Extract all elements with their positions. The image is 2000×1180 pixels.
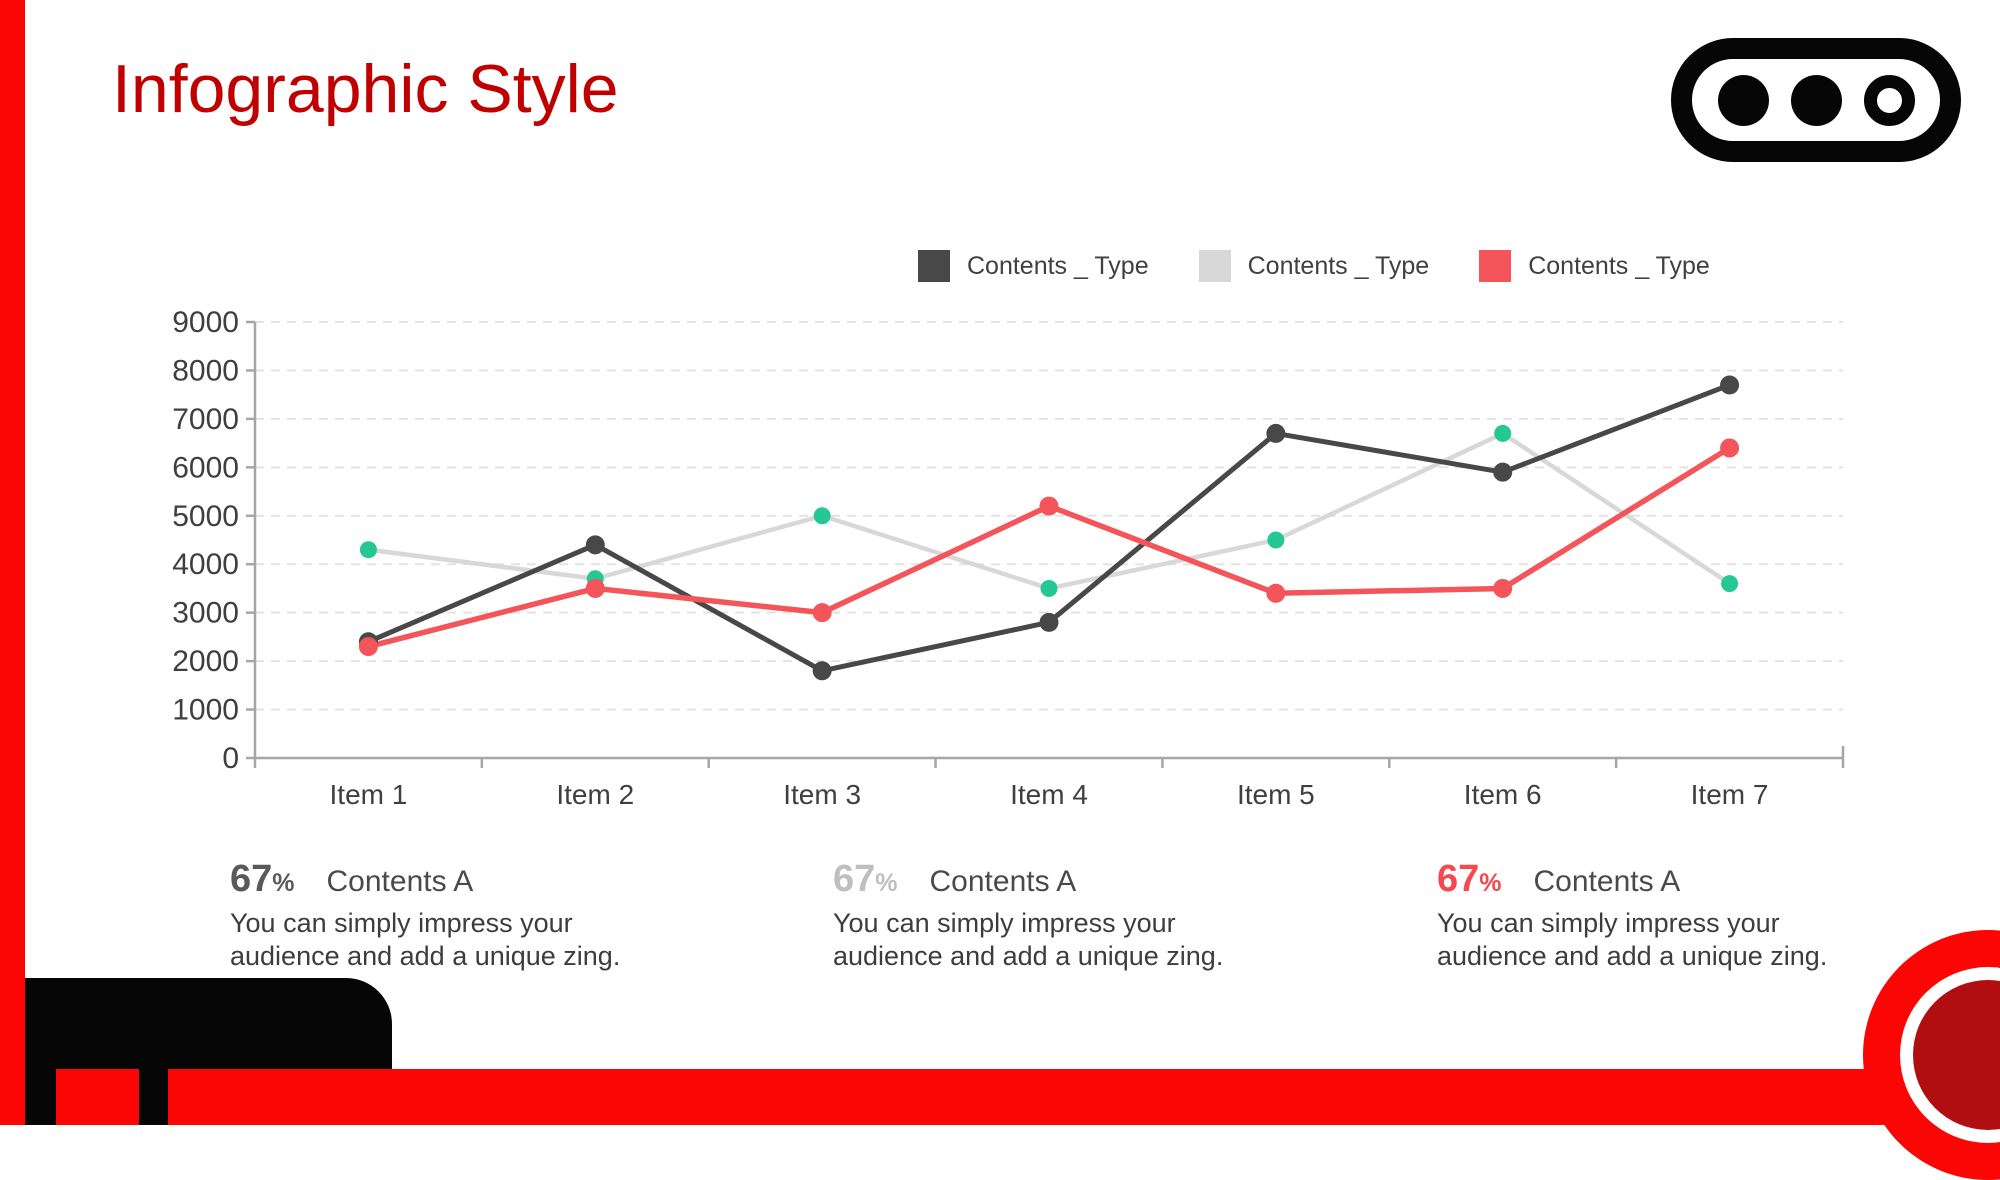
stats-row: 67 % Contents A You can simply impress y… xyxy=(0,858,2000,978)
x-tick-label: Item 5 xyxy=(1237,779,1315,810)
stat-block: 67 % Contents A You can simply impress y… xyxy=(833,858,1293,973)
stat-description: You can simply impress your audience and… xyxy=(833,908,1224,971)
data-point xyxy=(585,535,605,555)
black-leg-shape xyxy=(25,1069,56,1125)
data-point xyxy=(1721,575,1739,593)
axes xyxy=(246,320,1845,768)
y-tick-label: 9000 xyxy=(172,306,239,339)
data-point xyxy=(1720,438,1740,458)
series-markers-0 xyxy=(358,375,1740,681)
data-point xyxy=(1040,579,1058,597)
data-point xyxy=(1039,612,1059,632)
x-tick-label: Item 4 xyxy=(1010,779,1088,810)
legend-swatch xyxy=(1198,250,1231,282)
series-markers-2 xyxy=(358,438,1740,657)
stat-description: You can simply impress your audience and… xyxy=(230,908,621,971)
legend-label: Contents _ Type xyxy=(1247,251,1430,280)
y-tick-label: 5000 xyxy=(172,500,239,533)
black-leg-shape xyxy=(139,1069,168,1125)
left-red-stripe xyxy=(0,0,25,1125)
bottom-red-band xyxy=(0,1069,2000,1125)
y-tick-label: 1000 xyxy=(172,694,239,727)
data-point xyxy=(359,541,377,559)
data-point xyxy=(812,661,832,681)
legend-swatch xyxy=(918,250,950,282)
x-tick-label: Item 6 xyxy=(1464,779,1542,810)
data-point xyxy=(1267,531,1285,549)
data-point xyxy=(1493,462,1513,482)
stat-unit: % xyxy=(875,869,898,897)
legend-label: Contents _ Type xyxy=(1528,251,1710,280)
data-point xyxy=(1494,424,1512,442)
stat-description: You can simply impress your audience and… xyxy=(1437,908,1828,971)
legend-item: Contents _ Type xyxy=(1479,250,1710,282)
data-point xyxy=(1493,578,1513,598)
stat-label: Contents A xyxy=(1533,865,1681,898)
stat-value: 67 xyxy=(833,858,876,900)
x-tick-label: Item 2 xyxy=(556,779,634,810)
line-chart: 0 1000 2000 3000 4000 5000 6000 7000 8000 9000 Ite… xyxy=(172,306,1845,810)
legend-item: Contents _ Type xyxy=(1198,250,1430,282)
y-gridlines xyxy=(255,321,1843,711)
data-point xyxy=(1266,583,1286,603)
stat-block: 67 % Contents A You can simply impress y… xyxy=(230,858,690,973)
slide-title: Infographic Style xyxy=(112,51,619,127)
y-tick-label: 0 xyxy=(222,742,239,775)
y-tick-label: 3000 xyxy=(172,597,239,630)
stat-unit: % xyxy=(272,869,295,897)
y-tick-label: 7000 xyxy=(172,403,239,436)
x-axis-labels: Item 1 Item 2 Item 3 Item 4 Item 5 Item 6 Item… xyxy=(330,779,1769,810)
chart-legend: Contents _ Type Contents _ Type Contents _… xyxy=(918,250,1710,282)
filled-dot-icon xyxy=(1717,74,1769,126)
legend-label: Contents _ Type xyxy=(967,251,1149,280)
stat-value: 67 xyxy=(230,858,273,900)
stat-label: Contents A xyxy=(929,865,1077,898)
y-axis-labels: 0 1000 2000 3000 4000 5000 6000 7000 8000 9000 xyxy=(172,306,239,775)
y-tick-label: 6000 xyxy=(172,451,239,484)
y-tick-label: 8000 xyxy=(172,354,239,387)
legend-swatch xyxy=(1479,250,1512,282)
data-point xyxy=(1039,496,1059,516)
data-point xyxy=(585,578,605,598)
filled-dot-icon xyxy=(1790,74,1842,126)
data-point xyxy=(1266,423,1286,443)
x-tick-label: Item 1 xyxy=(330,779,408,810)
data-point xyxy=(812,603,832,623)
x-tick-label: Item 7 xyxy=(1691,779,1769,810)
outlined-dot-icon xyxy=(1863,74,1915,126)
stat-unit: % xyxy=(1479,869,1502,897)
series-markers-1 xyxy=(359,424,1739,597)
three-dots-pill-icon xyxy=(1671,38,1961,162)
stat-block: 67 % Contents A You can simply impress y… xyxy=(1437,858,1897,973)
stat-label: Contents A xyxy=(326,865,474,898)
x-tick-label: Item 3 xyxy=(783,779,861,810)
data-point xyxy=(1720,375,1740,395)
y-tick-label: 2000 xyxy=(172,645,239,678)
stat-value: 67 xyxy=(1437,858,1480,900)
y-tick-label: 4000 xyxy=(172,548,239,581)
legend-item: Contents _ Type xyxy=(918,250,1149,282)
data-point xyxy=(358,637,378,657)
data-point xyxy=(813,507,831,525)
